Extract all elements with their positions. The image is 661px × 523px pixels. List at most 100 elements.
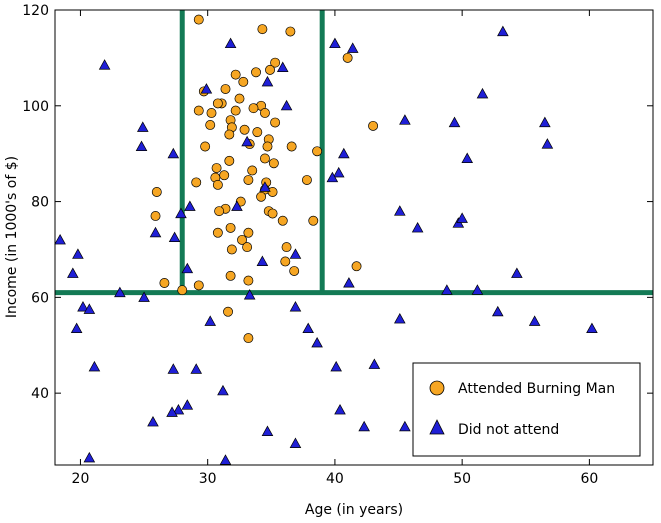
point-not-attended bbox=[411, 222, 424, 233]
point-not-attended bbox=[83, 451, 96, 463]
point-attended bbox=[252, 127, 263, 138]
point-attended bbox=[285, 26, 296, 37]
point-not-attended bbox=[217, 384, 229, 396]
point-attended bbox=[256, 191, 267, 202]
point-attended bbox=[286, 141, 297, 152]
point-not-attended bbox=[241, 135, 253, 147]
point-not-attended bbox=[528, 315, 541, 326]
point-not-attended bbox=[358, 420, 370, 432]
point-attended bbox=[193, 280, 204, 291]
point-attended bbox=[205, 119, 216, 130]
point-not-attended bbox=[330, 360, 342, 372]
point-not-attended bbox=[149, 226, 162, 238]
y-tick-label: 60 bbox=[31, 290, 49, 306]
point-not-attended bbox=[399, 114, 411, 125]
x-tick-label: 60 bbox=[580, 471, 598, 487]
point-attended bbox=[224, 129, 235, 140]
point-attended bbox=[312, 146, 323, 157]
point-attended bbox=[230, 105, 241, 116]
point-not-attended bbox=[441, 284, 453, 295]
point-attended bbox=[251, 67, 261, 78]
point-not-attended bbox=[98, 59, 111, 70]
decision-boundaries bbox=[55, 10, 653, 296]
point-not-attended bbox=[204, 315, 217, 326]
point-attended bbox=[257, 24, 268, 35]
point-attended bbox=[368, 120, 379, 131]
point-attended bbox=[270, 117, 281, 128]
point-attended bbox=[212, 98, 223, 109]
point-not-attended bbox=[368, 358, 381, 369]
point-attended bbox=[193, 105, 204, 116]
point-not-attended bbox=[168, 231, 181, 243]
point-not-attended bbox=[167, 363, 180, 374]
point-not-attended bbox=[166, 406, 178, 417]
point-not-attended bbox=[88, 360, 101, 372]
point-not-attended bbox=[326, 171, 339, 183]
point-attended bbox=[281, 242, 292, 253]
point-not-attended bbox=[511, 267, 523, 278]
point-not-attended bbox=[261, 75, 274, 87]
point-attended bbox=[280, 256, 291, 267]
point-not-attended bbox=[172, 404, 185, 415]
point-attended bbox=[268, 158, 279, 169]
point-attended bbox=[289, 266, 300, 276]
point-attended bbox=[267, 187, 278, 197]
point-not-attended bbox=[289, 248, 302, 259]
point-attended bbox=[243, 227, 254, 238]
point-attended bbox=[259, 153, 270, 164]
point-not-attended bbox=[184, 200, 196, 211]
point-not-attended bbox=[334, 404, 346, 415]
data-points bbox=[54, 14, 598, 465]
point-not-attended bbox=[346, 42, 359, 53]
point-not-attended bbox=[135, 140, 148, 152]
point-attended bbox=[225, 270, 236, 281]
point-not-attended bbox=[70, 322, 83, 334]
point-attended bbox=[277, 215, 288, 226]
point-not-attended bbox=[147, 415, 159, 427]
point-not-attended bbox=[461, 152, 474, 163]
point-not-attended bbox=[83, 303, 96, 314]
point-not-attended bbox=[200, 83, 213, 94]
point-not-attended bbox=[476, 87, 489, 99]
point-not-attended bbox=[456, 212, 468, 223]
point-not-attended bbox=[311, 336, 323, 348]
point-attended bbox=[237, 234, 247, 245]
plot-frame bbox=[54, 9, 654, 466]
y-tick-label: 120 bbox=[22, 3, 49, 19]
legend-label-not-attended: Did not attend bbox=[458, 422, 559, 438]
point-attended bbox=[247, 165, 258, 176]
point-not-attended bbox=[289, 437, 302, 448]
point-attended bbox=[200, 141, 211, 152]
point-not-attended bbox=[175, 207, 187, 219]
point-not-attended bbox=[343, 277, 355, 288]
point-attended bbox=[267, 208, 278, 219]
point-not-attended bbox=[471, 284, 484, 295]
point-attended bbox=[308, 215, 319, 226]
point-not-attended bbox=[219, 454, 232, 465]
point-not-attended bbox=[114, 286, 126, 298]
point-not-attended bbox=[54, 233, 66, 245]
point-not-attended bbox=[181, 399, 194, 410]
point-not-attended bbox=[256, 255, 269, 266]
point-not-attended bbox=[541, 138, 554, 149]
point-attended bbox=[270, 57, 281, 68]
point-not-attended bbox=[243, 289, 256, 300]
y-axis-label: Income (in 1000's of $) bbox=[4, 156, 20, 318]
point-not-attended bbox=[338, 147, 350, 159]
point-not-attended bbox=[394, 313, 406, 324]
y-tick-label: 100 bbox=[22, 99, 49, 115]
point-attended bbox=[219, 170, 230, 181]
point-attended bbox=[262, 141, 273, 152]
point-not-attended bbox=[280, 99, 293, 111]
point-attended bbox=[243, 333, 254, 344]
point-attended bbox=[242, 242, 253, 253]
point-attended bbox=[191, 177, 202, 188]
point-attended bbox=[220, 84, 231, 94]
point-attended bbox=[239, 124, 250, 135]
point-not-attended bbox=[329, 37, 341, 49]
point-not-attended bbox=[302, 322, 314, 334]
point-not-attended bbox=[231, 200, 243, 211]
point-attended bbox=[230, 69, 241, 80]
point-attended bbox=[226, 244, 237, 255]
